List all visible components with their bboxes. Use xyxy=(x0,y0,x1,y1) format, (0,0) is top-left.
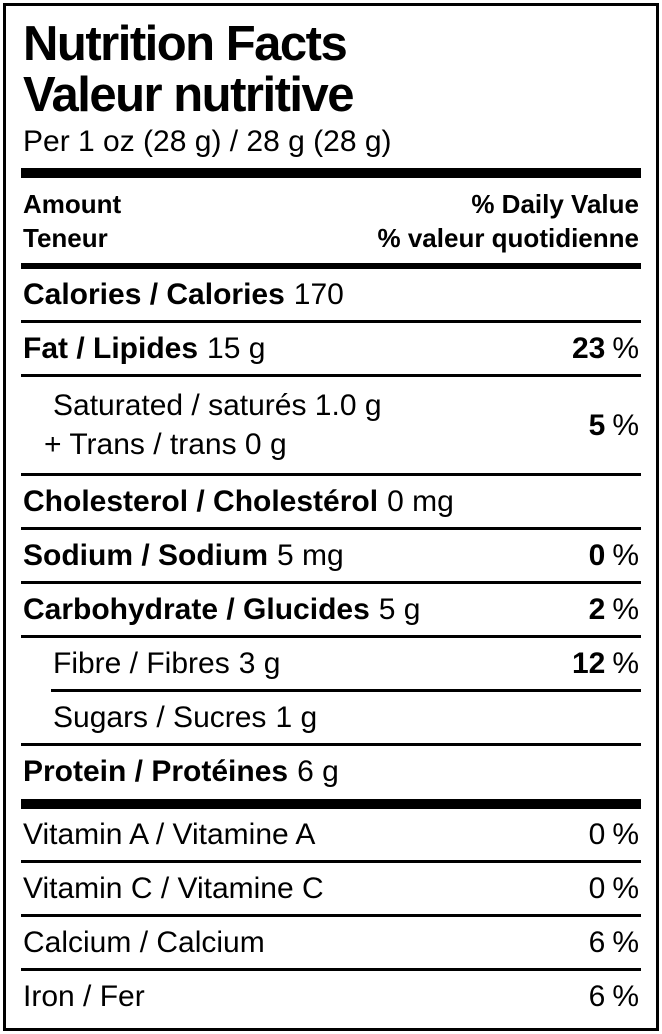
separator-rule xyxy=(21,860,641,863)
vitamin-c-label: Vitamin C / Vitamine C xyxy=(23,872,324,905)
row-vitamin-a: Vitamin A / Vitamine A 0% xyxy=(21,809,641,860)
separator-rule-indented xyxy=(51,689,641,692)
protein-text: Protein / Protéines 6 g xyxy=(23,755,339,788)
row-cholesterol: Cholesterol / Cholestérol 0 mg xyxy=(21,476,641,527)
calcium-label: Calcium / Calcium xyxy=(23,926,265,959)
sodium-text: Sodium / Sodium 5 mg xyxy=(23,539,344,572)
row-iron: Iron / Fer 6% xyxy=(21,971,641,1022)
row-fibre: Fibre / Fibres 3 g 12% xyxy=(21,638,641,689)
fibre-daily-value: 12% xyxy=(571,647,639,680)
trans-line: + Trans / trans 0 g xyxy=(44,428,287,461)
percent-sign: % xyxy=(612,593,639,626)
percent-sign: % xyxy=(612,980,639,1013)
saturated-trans-text: Saturated / saturés 1.0 g + Trans / tran… xyxy=(44,386,382,464)
separator-rule xyxy=(21,320,641,323)
percent-sign: % xyxy=(612,818,639,851)
cholesterol-text: Cholesterol / Cholestérol 0 mg xyxy=(23,485,454,518)
daily-value-header-fr: % valeur quotidienne xyxy=(377,223,640,253)
sugars-text: Sugars / Sucres 1 g xyxy=(53,701,317,734)
separator-rule xyxy=(21,743,641,746)
row-fat: Fat / Lipides 15 g 23% xyxy=(21,323,641,374)
separator-rule xyxy=(21,527,641,530)
row-saturated-trans: Saturated / saturés 1.0 g + Trans / tran… xyxy=(21,377,641,473)
column-header-english: Amount % Daily Value xyxy=(21,187,641,221)
protein-value: 6 g xyxy=(297,755,339,788)
sugars-label: Sugars / Sucres xyxy=(53,701,267,734)
separator-rule xyxy=(21,635,641,638)
sodium-daily-value: 0% xyxy=(588,539,639,572)
percent-sign: % xyxy=(612,539,639,572)
calories-value: 170 xyxy=(293,278,344,311)
fat-label: Fat / Lipides xyxy=(23,332,199,365)
fibre-text: Fibre / Fibres 3 g xyxy=(53,647,280,680)
sodium-label: Sodium / Sodium xyxy=(23,539,268,572)
separator-rule xyxy=(21,374,641,377)
column-header-french: Teneur % valeur quotidienne xyxy=(21,221,641,255)
title-french: Valeur nutritive xyxy=(23,68,355,122)
cholesterol-label: Cholesterol / Cholestérol xyxy=(23,485,379,518)
row-sugars: Sugars / Sucres 1 g xyxy=(21,692,641,743)
iron-daily-value: 6% xyxy=(588,980,639,1013)
cholesterol-value: 0 mg xyxy=(387,485,454,518)
vitamin-c-daily-value: 0% xyxy=(588,872,639,905)
percent-sign: % xyxy=(612,408,639,442)
sugars-value: 1 g xyxy=(275,701,318,734)
row-sodium: Sodium / Sodium 5 mg 0% xyxy=(21,530,641,581)
saturated-line: Saturated / saturés 1.0 g xyxy=(53,389,382,422)
row-vitamin-c: Vitamin C / Vitamine C 0% xyxy=(21,863,641,914)
separator-rule xyxy=(21,473,641,476)
fibre-value: 3 g xyxy=(238,647,281,680)
carbohydrate-daily-value: 2% xyxy=(588,593,639,626)
row-calcium: Calcium / Calcium 6% xyxy=(21,917,641,968)
separator-rule xyxy=(21,968,641,971)
title-english: Nutrition Facts xyxy=(23,17,348,71)
percent-sign: % xyxy=(612,926,639,959)
percent-sign: % xyxy=(612,872,639,905)
carbohydrate-value: 5 g xyxy=(378,593,421,626)
fat-daily-value: 23% xyxy=(571,332,639,365)
amount-header-en: Amount xyxy=(23,189,122,219)
calcium-daily-value: 6% xyxy=(588,926,639,959)
row-protein: Protein / Protéines 6 g xyxy=(21,746,641,797)
saturated-trans-daily-value: 5% xyxy=(588,408,639,442)
carbohydrate-label: Carbohydrate / Glucides xyxy=(23,593,370,626)
calories-label: Calories / Calories xyxy=(23,278,285,311)
vitamin-a-label: Vitamin A / Vitamine A xyxy=(23,818,316,851)
carbohydrate-text: Carbohydrate / Glucides 5 g xyxy=(23,593,420,626)
sodium-value: 5 mg xyxy=(277,539,344,572)
fat-value: 15 g xyxy=(207,332,266,365)
daily-value-header-en: % Daily Value xyxy=(471,189,639,219)
thick-separator-bar-top xyxy=(21,168,641,178)
vitamin-a-daily-value: 0% xyxy=(588,818,639,851)
row-calories: Calories / Calories 170 xyxy=(21,269,641,320)
separator-rule xyxy=(21,914,641,917)
protein-label: Protein / Protéines xyxy=(23,755,289,788)
fibre-label: Fibre / Fibres xyxy=(53,647,230,680)
thick-separator-bar-bottom xyxy=(21,799,641,809)
serving-size-statement: Per 1 oz (28 g) / 28 g (28 g) xyxy=(23,125,392,158)
medium-separator-rule xyxy=(21,263,641,269)
separator-rule xyxy=(21,581,641,584)
percent-sign: % xyxy=(612,647,639,680)
iron-label: Iron / Fer xyxy=(23,980,145,1013)
amount-header-fr: Teneur xyxy=(23,223,108,253)
nutrition-facts-label: Nutrition Facts Valeur nutritive Per 1 o… xyxy=(3,3,659,1031)
percent-sign: % xyxy=(612,332,639,365)
row-carbohydrate: Carbohydrate / Glucides 5 g 2% xyxy=(21,584,641,635)
fat-text: Fat / Lipides 15 g xyxy=(23,332,265,365)
calories-text: Calories / Calories 170 xyxy=(23,278,344,311)
